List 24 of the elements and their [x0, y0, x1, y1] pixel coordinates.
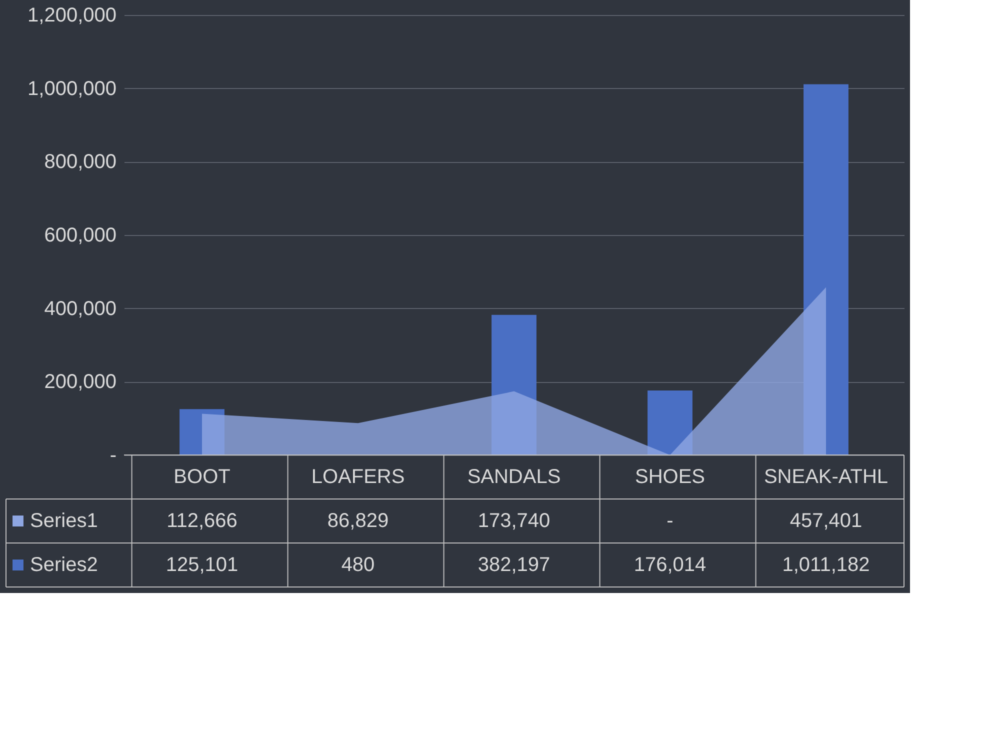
data-label: 480: [341, 554, 375, 576]
data-label: 86,829: [327, 510, 389, 532]
x-tick-label: SANDALS: [467, 466, 561, 488]
data-label: 173,740: [478, 510, 550, 532]
x-tick-label: BOOT: [174, 466, 230, 488]
y-tick-label: 400,000: [44, 298, 116, 320]
legend-label: Series2: [30, 554, 98, 576]
y-tick-label: 600,000: [44, 224, 116, 246]
x-tick-label: SNEAK-ATHL: [764, 466, 888, 488]
y-tick-label: 200,000: [44, 371, 116, 394]
x-tick-label: SHOES: [634, 466, 706, 488]
data-label: 1,011,182: [782, 554, 870, 576]
legend-label: Series1: [30, 510, 98, 532]
y-tick-label: 1,200,000: [28, 4, 116, 26]
data-label: 125,101: [166, 554, 238, 576]
data-label: 176,014: [634, 554, 706, 576]
y-tick-label: -: [110, 444, 116, 466]
y-tick-label: 800,000: [44, 151, 116, 174]
data-label: 112,666: [166, 510, 238, 532]
data-label: 457,401: [790, 510, 862, 532]
x-tick-label: LOAFERS: [311, 466, 405, 488]
y-tick-label: 1,000,000: [28, 78, 116, 100]
data-label: 382,197: [478, 554, 550, 576]
data-label: -: [666, 510, 674, 532]
